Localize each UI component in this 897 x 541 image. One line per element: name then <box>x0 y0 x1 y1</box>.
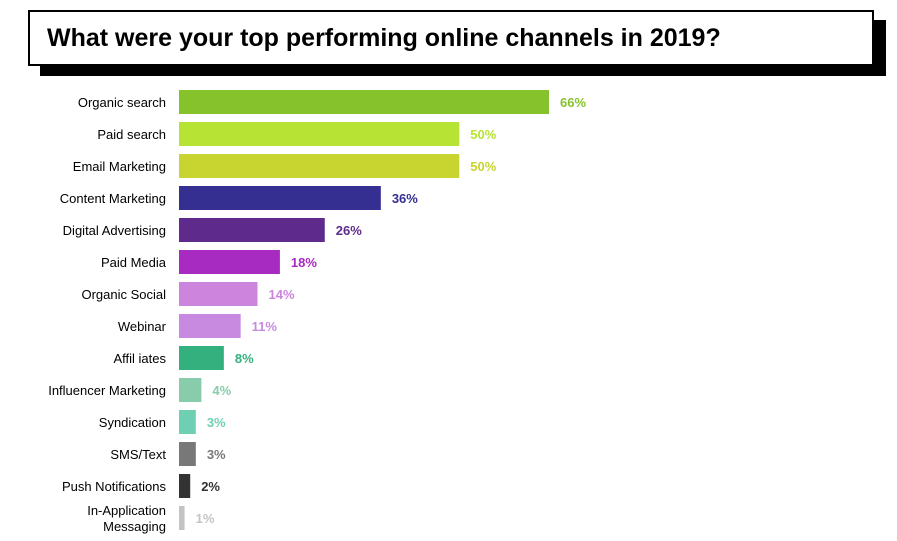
value-label: 50% <box>470 159 496 174</box>
bar <box>179 378 202 402</box>
category-label: Email Marketing <box>73 159 166 174</box>
value-label: 14% <box>268 287 294 302</box>
bar <box>179 250 280 274</box>
value-label: 1% <box>196 511 215 526</box>
title-box: What were your top performing online cha… <box>28 10 874 66</box>
category-label: Affil iates <box>113 351 166 366</box>
chart-title: What were your top performing online cha… <box>47 23 721 52</box>
category-label: Organic search <box>78 95 166 110</box>
bar <box>179 154 460 178</box>
value-label: 3% <box>207 447 226 462</box>
category-label: In-Application Messaging <box>87 503 166 534</box>
value-label: 26% <box>336 223 362 238</box>
value-label: 66% <box>560 95 586 110</box>
value-label: 4% <box>212 383 231 398</box>
category-label: Syndication <box>99 415 166 430</box>
bar <box>179 282 258 306</box>
category-label: Webinar <box>118 319 167 334</box>
category-label: Paid Media <box>101 255 167 270</box>
value-label: 50% <box>470 127 496 142</box>
category-label: Push Notifications <box>62 479 167 494</box>
category-label: Influencer Marketing <box>48 383 166 398</box>
bar <box>179 122 460 146</box>
category-label: Content Marketing <box>60 191 166 206</box>
category-label: SMS/Text <box>110 447 166 462</box>
bar <box>179 218 325 242</box>
value-label: 3% <box>207 415 226 430</box>
bar <box>179 186 381 210</box>
value-label: 11% <box>252 319 278 334</box>
value-label: 36% <box>392 191 418 206</box>
bar <box>179 90 549 114</box>
bar <box>179 474 191 498</box>
value-label: 8% <box>235 351 254 366</box>
bar <box>179 410 196 434</box>
category-label: Digital Advertising <box>63 223 166 238</box>
bar <box>179 442 196 466</box>
category-label: Organic Social <box>81 287 166 302</box>
bar <box>179 346 224 370</box>
value-label: 18% <box>291 255 317 270</box>
category-label: Paid search <box>97 127 166 142</box>
bar <box>179 506 185 530</box>
value-label: 2% <box>201 479 220 494</box>
bar <box>179 314 241 338</box>
